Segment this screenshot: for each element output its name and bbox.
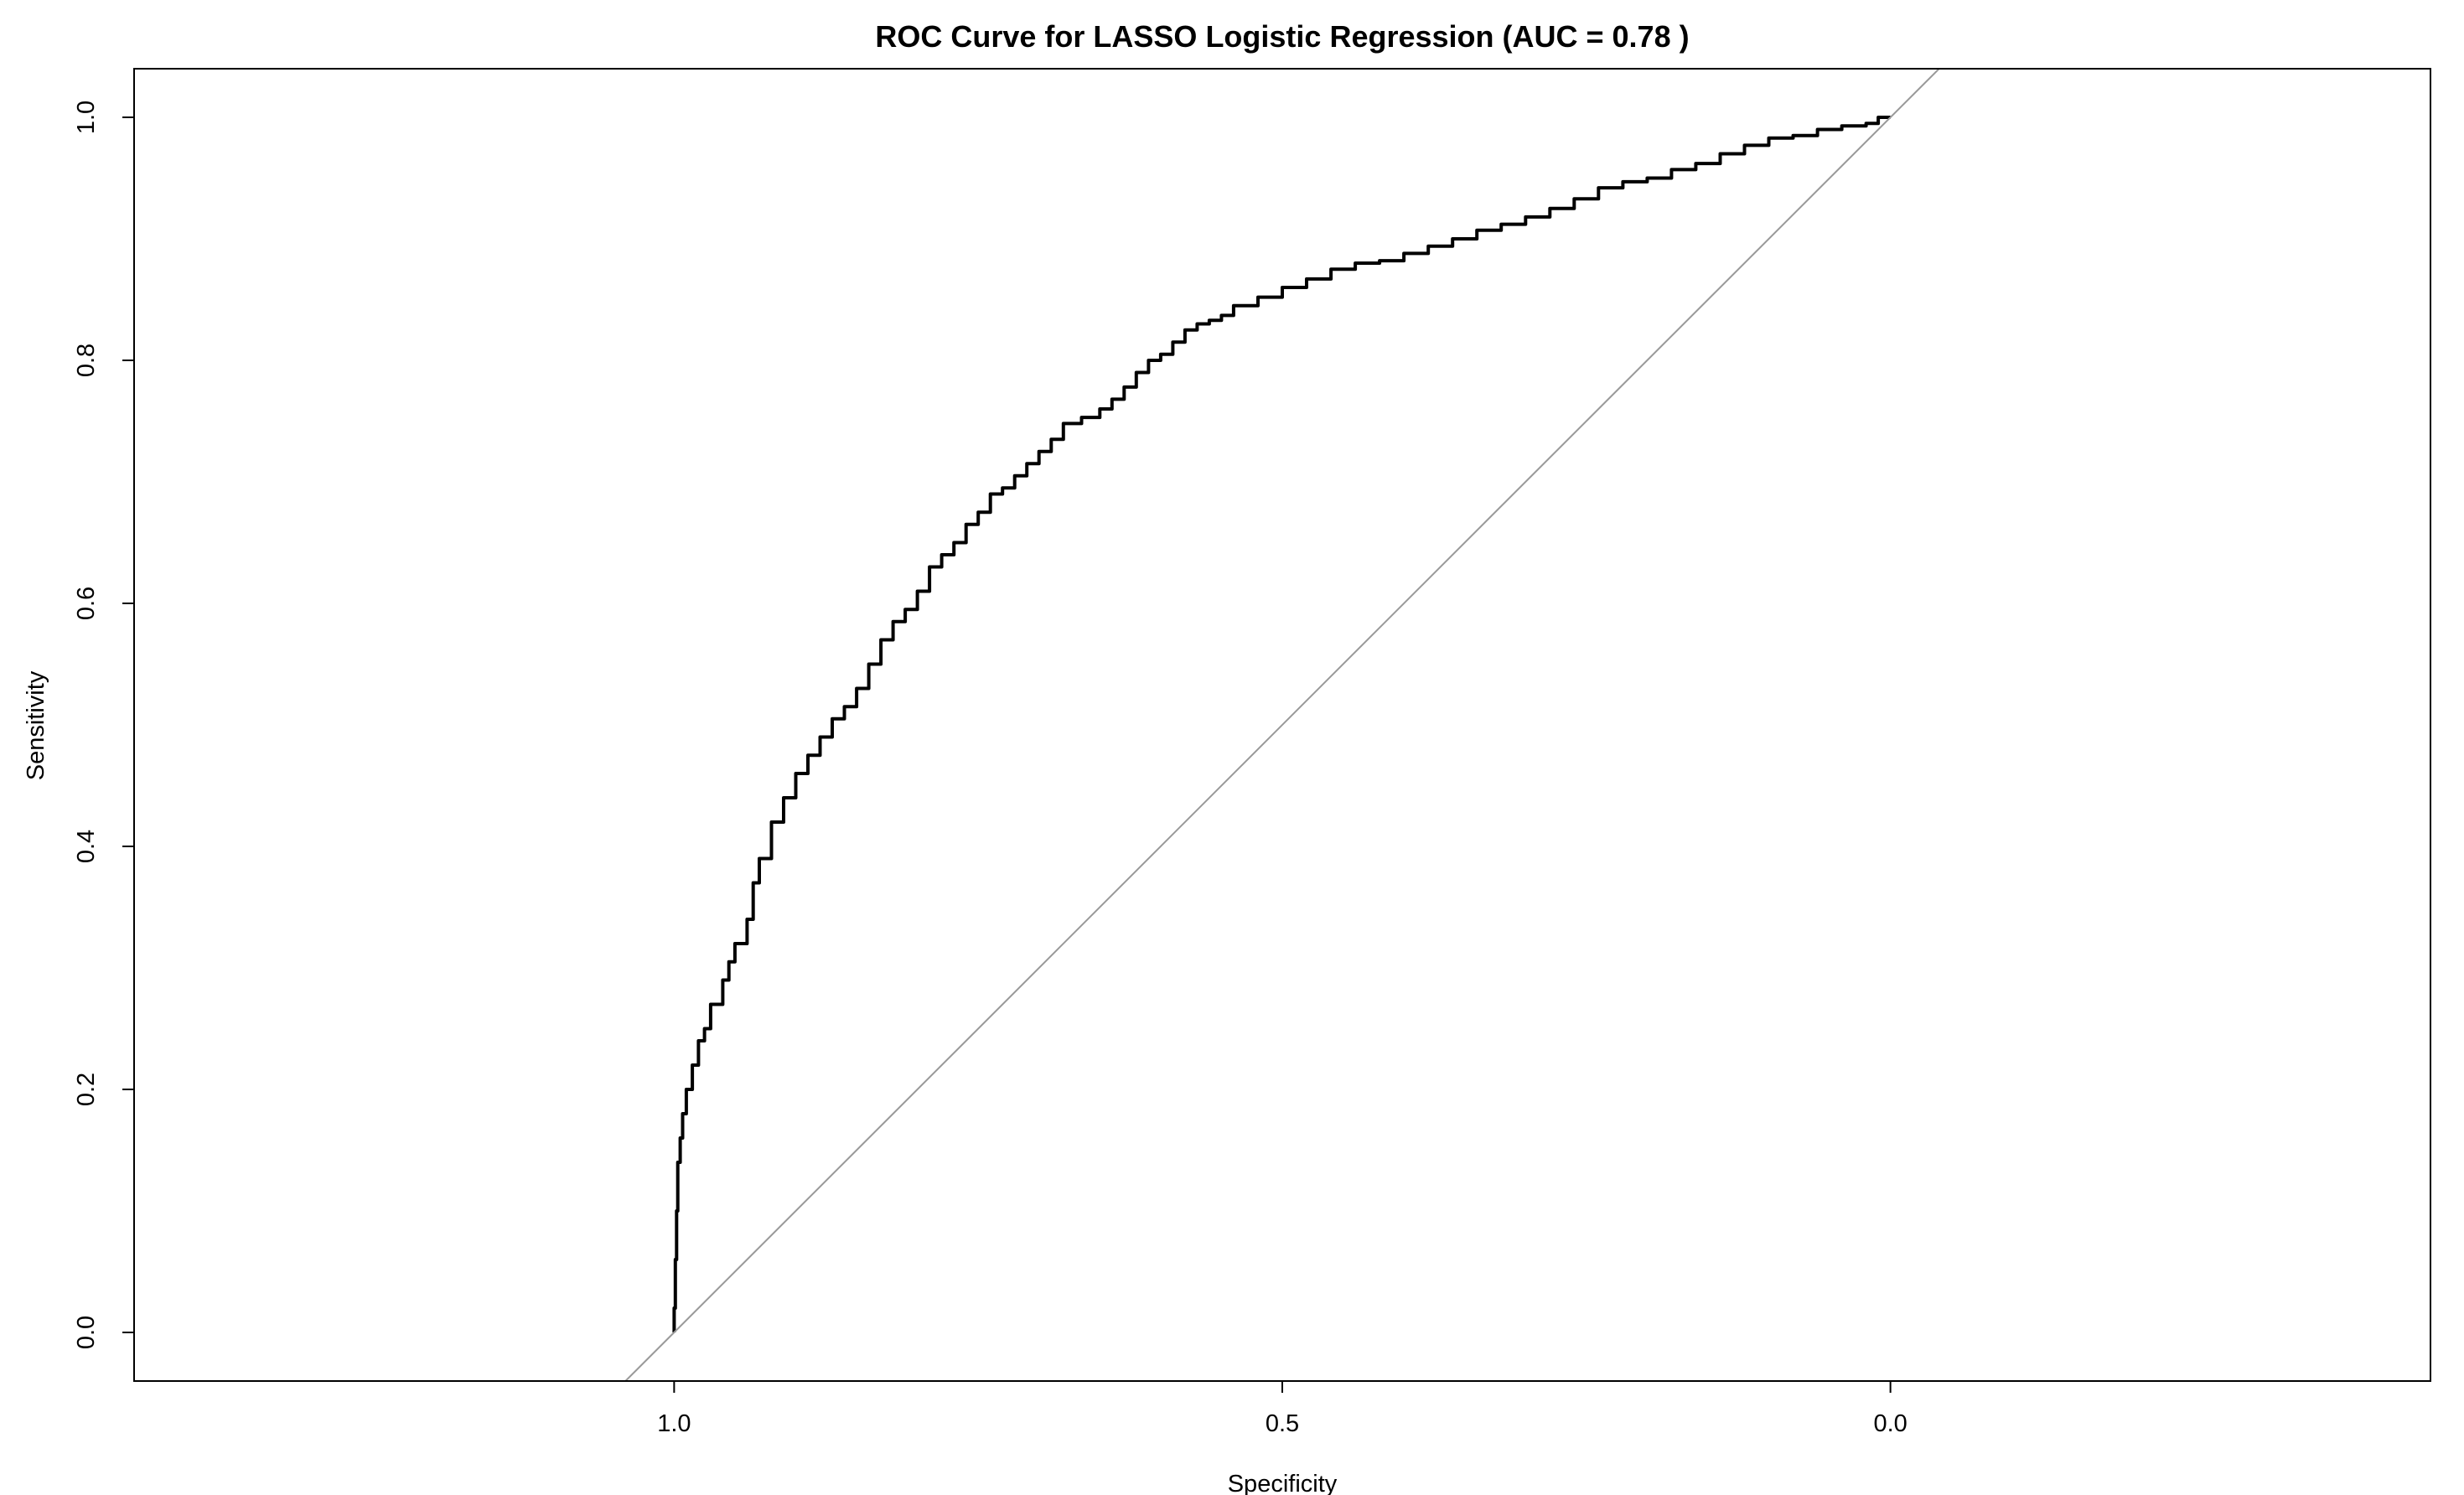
y-axis-label: Sensitivity [23, 670, 49, 780]
chance-diagonal-line [624, 69, 1940, 1381]
x-tick-label: 0.5 [1266, 1410, 1299, 1437]
chart-title: ROC Curve for LASSO Logistic Regression … [875, 19, 1689, 54]
y-tick-label: 0.6 [73, 587, 100, 620]
y-tick-label: 1.0 [73, 101, 100, 134]
roc-curve-line [672, 116, 1891, 1332]
x-tick-label: 0.0 [1873, 1410, 1907, 1437]
plot-layer [624, 69, 1940, 1381]
x-axis: 1.0 0.5 0.0 [657, 1380, 1908, 1437]
y-tick-label: 0.4 [73, 830, 100, 863]
y-tick-label: 0.2 [73, 1073, 100, 1106]
x-tick-label: 1.0 [657, 1410, 691, 1437]
y-tick-label: 0.8 [73, 344, 100, 377]
y-axis: 0.0 0.2 0.4 0.6 0.8 1.0 [73, 101, 135, 1349]
y-tick-label: 0.0 [73, 1316, 100, 1349]
x-axis-label: Specificity [1228, 1471, 1338, 1495]
